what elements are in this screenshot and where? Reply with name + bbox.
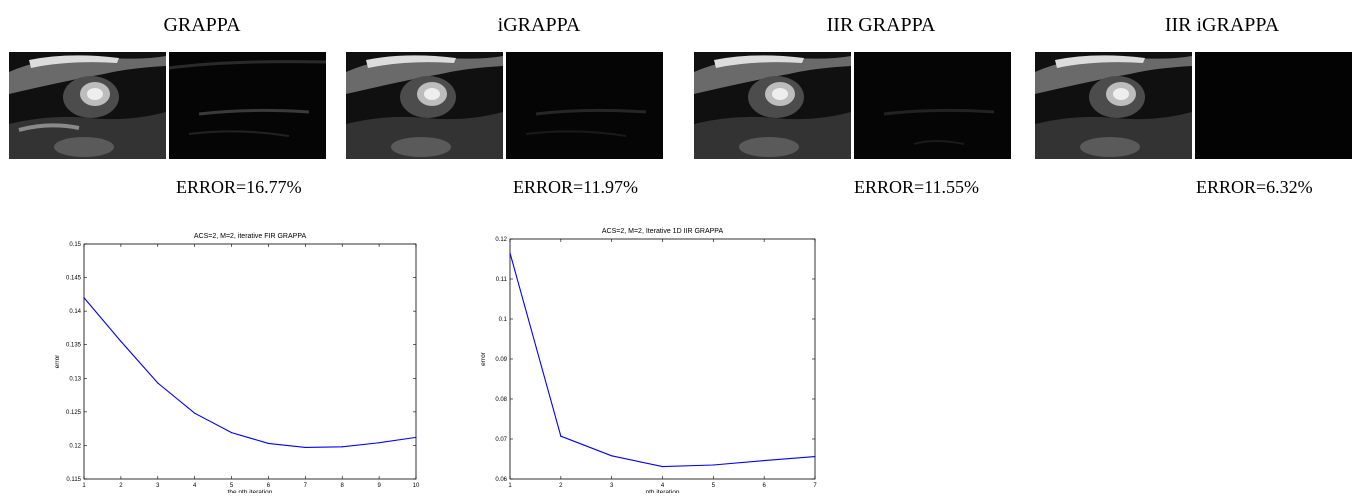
mri-pair-igrappa (346, 52, 663, 159)
panel-title-grappa: GRAPPA (163, 14, 241, 36)
y-tick-label: 0.1 (499, 317, 508, 323)
iir-grappa-error-chart: ACS=2, M=2, Iterative 1D IIR GRAPPA 1 2 3 4 5… (470, 225, 820, 498)
x-tick-label: 7 (304, 483, 308, 489)
data-point (712, 464, 714, 466)
error-label-iir-grappa: ERROR=11.55% (854, 177, 979, 197)
data-point (267, 442, 270, 445)
x-tick-label: 8 (341, 483, 345, 489)
reconstruction-image (694, 52, 851, 159)
data-point (157, 382, 159, 384)
y-tick-label: 0.07 (495, 437, 507, 443)
fir-grappa-error-chart: ACS=2, M=2, iterative FIR GRAPPA 1 2 3 4 5 6 7 8… (30, 225, 430, 498)
x-tick-label: 3 (610, 483, 614, 489)
panel-title-iir-grappa: IIR GRAPPA (826, 14, 936, 36)
y-tick-label: 0.14 (69, 309, 81, 315)
error-map-image (1195, 52, 1352, 159)
x-tick-label: 1 (508, 483, 512, 489)
reconstruction-image (9, 52, 166, 159)
error-map-image (854, 52, 1011, 159)
y-tick-label: 0.11 (496, 277, 508, 283)
data-point (341, 446, 343, 448)
error-label-iir-igrappa: ERROR=6.32% (1196, 177, 1313, 197)
data-point (83, 297, 85, 299)
y-tick-label: 0.09 (495, 357, 507, 363)
data-point (415, 436, 417, 438)
data-point (230, 432, 233, 434)
series-line (83, 297, 417, 448)
chart-svg: ACS=2, M=2, iterative FIR GRAPPA 1 2 3 4 5 6 7 8… (54, 233, 420, 496)
data-point (763, 460, 765, 462)
y-axis-label: error (480, 351, 487, 366)
mri-pair-grappa (9, 52, 326, 159)
chart-title: ACS=2, M=2, Iterative 1D IIR GRAPPA (602, 228, 724, 235)
y-tick-label: 0.08 (495, 397, 507, 403)
error-map-image (506, 52, 663, 159)
data-point (304, 446, 306, 449)
chart-title: ACS=2, M=2, iterative FIR GRAPPA (194, 233, 307, 240)
data-point (509, 252, 511, 254)
reconstruction-image (346, 52, 503, 159)
y-tick-label: 0.12 (69, 443, 81, 449)
reconstruction-image (1035, 52, 1192, 159)
y-tick-label: 0.15 (69, 242, 81, 248)
data-point (194, 412, 196, 414)
x-tick-label: 6 (267, 483, 271, 489)
x-tick-label: 1 (82, 483, 86, 489)
x-tick-label: 2 (119, 483, 123, 489)
y-axis-label: error (54, 354, 61, 369)
x-axis-label: nth iteration (646, 489, 680, 493)
chart-svg: ACS=2, M=2, Iterative 1D IIR GRAPPA 1 2 3 4 5… (480, 228, 817, 496)
x-tick-label: 6 (762, 483, 766, 489)
y-tick-label: 0.145 (66, 276, 82, 282)
y-tick-label: 0.13 (69, 376, 81, 382)
y-tick-label: 0.135 (66, 343, 82, 349)
y-tick-label: 0.06 (495, 477, 507, 483)
x-tick-label: 7 (813, 483, 817, 489)
panel-title-iir-igrappa: IIR iGRAPPA (1164, 14, 1280, 36)
error-label-grappa: ERROR=16.77% (176, 177, 302, 197)
data-point (378, 442, 380, 444)
x-tick-label: 9 (377, 483, 381, 489)
error-label-igrappa: ERROR=11.97% (513, 177, 638, 197)
x-tick-label: 5 (712, 483, 716, 489)
data-point (120, 340, 122, 342)
x-tick-label: 10 (413, 483, 420, 489)
data-point (611, 455, 613, 457)
x-axis-label: the nth iteration (228, 489, 273, 493)
x-tick-label: 4 (193, 483, 197, 489)
panel-title-igrappa: iGRAPPA (497, 14, 581, 36)
x-tick-label: 4 (661, 483, 665, 489)
y-tick-label: 0.12 (495, 237, 507, 243)
data-point (560, 435, 562, 437)
y-tick-label: 0.115 (66, 477, 81, 483)
mri-pair-iir-grappa (694, 52, 1011, 159)
data-point (814, 456, 816, 458)
error-map-image (169, 52, 326, 159)
y-tick-label: 0.125 (66, 410, 82, 416)
x-tick-label: 3 (156, 483, 160, 489)
x-tick-label: 5 (230, 483, 234, 489)
mri-pair-iir-igrappa (1035, 52, 1352, 159)
data-point (661, 466, 664, 468)
plot-area (509, 238, 816, 480)
x-tick-label: 2 (559, 483, 563, 489)
